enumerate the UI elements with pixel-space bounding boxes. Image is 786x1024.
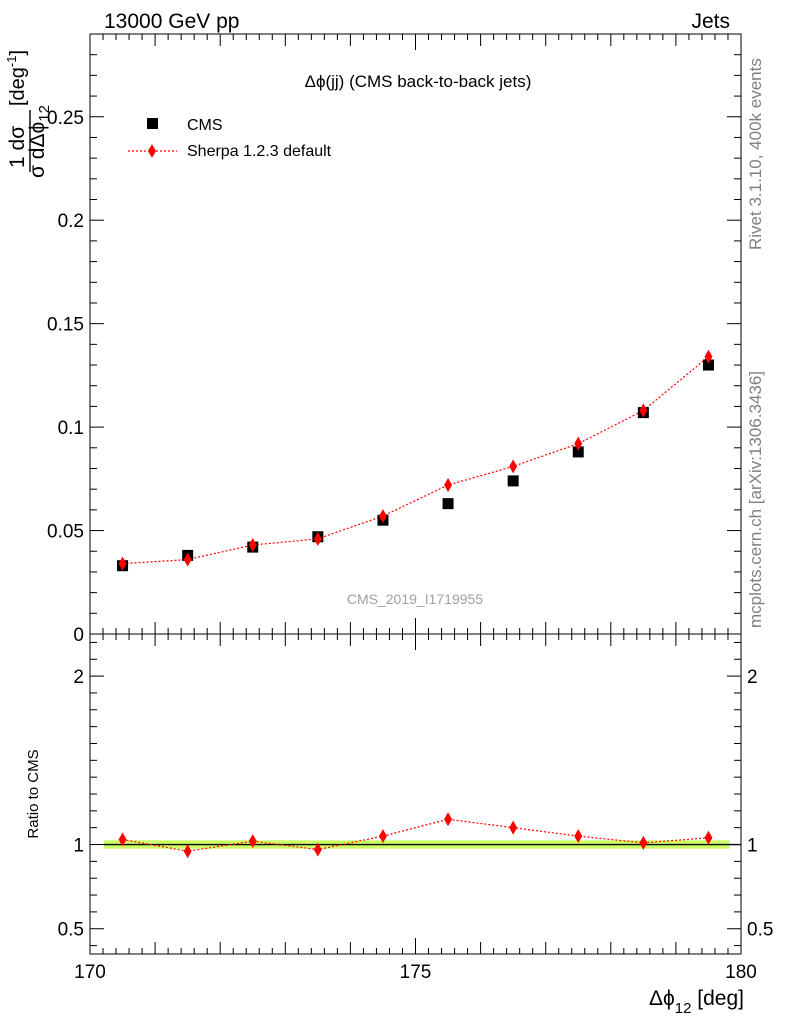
ratio-y-tick-label: 1 <box>73 836 84 857</box>
cms-point <box>442 498 454 510</box>
ylabel-unit: [deg-1] <box>4 50 29 106</box>
sherpa-point <box>639 403 648 418</box>
ratio-y-axis-label: Ratio to CMS <box>25 749 42 838</box>
main-data-marks <box>117 349 714 572</box>
sherpa-point <box>313 531 322 546</box>
main-y-axis-label: 1 dσ σ dΔϕ12 [deg-1] <box>4 50 53 178</box>
legend-marker-sherpa <box>148 144 156 158</box>
x-tick-label: 180 <box>725 962 757 983</box>
ratio-sherpa-point <box>574 829 583 844</box>
x-tick-label: 170 <box>74 962 106 983</box>
main-y-tick-label: 0.1 <box>58 418 84 439</box>
analysis-watermark: CMS_2019_I1719955 <box>347 591 483 607</box>
main-y-tick-label: 0.15 <box>47 315 84 336</box>
mcplots-label: mcplots.cern.ch [arXiv:1306.3436] <box>746 371 765 628</box>
cms-point <box>507 475 519 487</box>
main-y-tick-label: 0.05 <box>47 522 84 543</box>
sherpa-point <box>118 556 127 571</box>
x-tick-label: 175 <box>400 962 432 983</box>
ratio-sherpa-point <box>313 842 322 857</box>
ylabel-denominator: σ dΔϕ12 <box>26 105 53 178</box>
legend-marker-cms <box>147 118 158 129</box>
ratio-y-tick-label-right: 0.5 <box>747 920 773 941</box>
main-y-tick-label: 0.2 <box>58 211 84 232</box>
sherpa-line <box>122 356 709 565</box>
cms-point <box>702 359 714 371</box>
ratio-sherpa-point <box>183 844 192 859</box>
legend-label-cms: CMS <box>187 117 223 134</box>
rivet-label: Rivet 3.1.10, 400k events <box>746 58 765 250</box>
ratio-axis-ticks: 0.5 0.5 1 1 2 2 170 175 180 <box>58 634 773 983</box>
ratio-panel-frame <box>89 633 742 955</box>
ratio-y-tick-label: 0.5 <box>58 920 84 941</box>
ylabel-numerator: 1 dσ <box>6 126 29 168</box>
energy-label: 13000 GeV pp <box>104 10 239 33</box>
ratio-sherpa-point <box>509 820 518 835</box>
ratio-sherpa-point <box>378 829 387 844</box>
ratio-sherpa-point <box>444 812 453 827</box>
x-axis-label: Δϕ12 [deg] <box>649 987 744 1017</box>
ratio-y-tick-label-right: 1 <box>747 836 758 857</box>
ratio-sherpa-line <box>122 818 709 852</box>
legend: CMS Sherpa 1.2.3 default <box>128 117 332 160</box>
sherpa-point <box>509 459 518 474</box>
group-label: Jets <box>691 10 730 33</box>
ratio-y-tick-label-right: 2 <box>747 667 758 688</box>
main-axis-ticks: 0 0.05 0.1 0.15 0.2 0.25 <box>47 34 742 646</box>
sherpa-point <box>574 436 583 451</box>
sherpa-point <box>704 349 713 364</box>
main-y-tick-label: 0 <box>73 625 84 646</box>
cms-point <box>572 446 584 458</box>
ratio-data-marks <box>104 812 741 859</box>
ratio-sherpa-point <box>118 832 127 847</box>
sherpa-point <box>444 478 453 493</box>
ratio-sherpa-point <box>248 834 257 849</box>
legend-label-sherpa: Sherpa 1.2.3 default <box>187 143 332 160</box>
chart-title: Δϕ(jj) (CMS back-to-back jets) <box>305 72 532 91</box>
main-y-tick-label: 0.25 <box>47 108 84 129</box>
sherpa-point <box>248 538 257 553</box>
sherpa-point <box>183 552 192 567</box>
ratio-sherpa-point <box>704 830 713 845</box>
ratio-sherpa-point <box>639 835 648 850</box>
ratio-y-tick-label: 2 <box>73 667 84 688</box>
sherpa-point <box>378 509 387 524</box>
